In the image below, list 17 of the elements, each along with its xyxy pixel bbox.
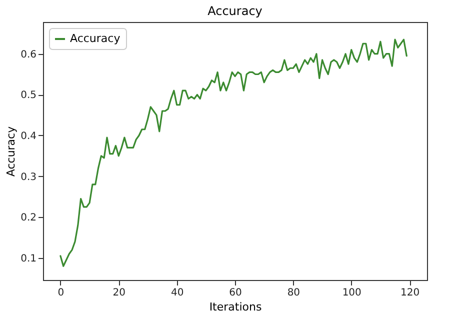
legend-label: Accuracy [70, 32, 121, 45]
x-tick-label: 60 [229, 288, 242, 298]
y-tick-label: 0.6 [20, 49, 36, 60]
y-tick-label: 0.4 [20, 130, 36, 142]
x-tick-label: 120 [400, 288, 420, 298]
x-tick-label: 100 [342, 288, 362, 298]
y-tick-label: 0.3 [20, 172, 36, 183]
chart-title: Accuracy [208, 4, 262, 18]
x-tick-label: 80 [287, 288, 300, 298]
y-axis-title: Accuracy [4, 126, 18, 177]
x-axis-title: Iterations [209, 300, 262, 314]
y-tick-label: 0.5 [20, 90, 36, 102]
y-tick-label: 0.2 [20, 212, 36, 224]
x-tick-label: 0 [58, 288, 64, 298]
x-tick-label: 40 [170, 288, 184, 298]
y-tick-label: 0.1 [20, 253, 36, 264]
x-tick-label: 20 [112, 288, 126, 298]
